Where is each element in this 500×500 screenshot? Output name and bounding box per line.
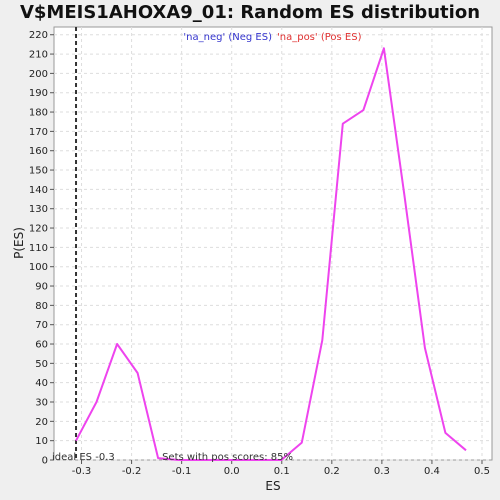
x-tick-label: 0.4 — [424, 466, 440, 477]
series-lines — [75, 47, 467, 461]
x-tick-label: 0.3 — [374, 466, 390, 477]
pos-scores-annotation: Sets with pos scores: 85% — [162, 452, 293, 463]
legend-neg: 'na_neg' (Neg ES) — [183, 32, 272, 43]
x-tick-label: -0.2 — [122, 466, 142, 477]
y-tick-label: 10 — [35, 436, 48, 447]
y-tick-label: 110 — [29, 243, 48, 254]
x-tick-label: 0.0 — [224, 466, 240, 477]
x-tick-label: 0.5 — [474, 466, 490, 477]
y-tick-label: 200 — [29, 69, 48, 80]
grid-lines — [54, 27, 492, 461]
y-tick-label: 220 — [29, 30, 48, 41]
y-tick-label: 30 — [35, 398, 48, 409]
x-axis-ticks: -0.3 -0.2 -0.1 0.0 0.1 0.2 0.3 0.4 0.5 — [72, 460, 490, 477]
y-tick-label: 210 — [29, 50, 48, 61]
y-tick-label: 90 — [35, 282, 48, 293]
y-tick-label: 150 — [29, 166, 48, 177]
x-tick-label: -0.1 — [172, 466, 192, 477]
y-tick-label: 160 — [29, 146, 48, 157]
y-tick-label: 130 — [29, 204, 48, 215]
chart-title: V$MEIS1AHOXA9_01: Random ES distribution — [20, 2, 480, 23]
y-tick-label: 100 — [29, 262, 48, 273]
y-tick-label: 80 — [35, 301, 48, 312]
y-tick-label: 0 — [42, 456, 48, 467]
legend-pos: 'na_pos' (Pos ES) — [277, 32, 362, 43]
y-tick-label: 70 — [35, 320, 48, 331]
x-tick-label: 0.2 — [324, 466, 340, 477]
y-tick-label: 20 — [35, 417, 48, 428]
x-tick-label: -0.3 — [72, 466, 92, 477]
ideal-es-marker: ideal ES -0.3 — [52, 27, 115, 463]
y-tick-label: 120 — [29, 224, 48, 235]
x-axis-label: ES — [265, 479, 280, 493]
es-distribution-line — [75, 47, 467, 461]
y-tick-label: 60 — [35, 340, 48, 351]
y-tick-label: 40 — [35, 378, 48, 389]
y-tick-label: 180 — [29, 108, 48, 119]
plot-area — [53, 26, 493, 461]
y-tick-label: 190 — [29, 88, 48, 99]
y-tick-label: 50 — [35, 359, 48, 370]
y-tick-label: 170 — [29, 127, 48, 138]
y-axis-ticks: 0 10 20 30 40 50 60 70 80 90 100 110 120 130 140 150 160… — [29, 30, 54, 467]
y-tick-label: 140 — [29, 185, 48, 196]
x-tick-label: 0.1 — [274, 466, 290, 477]
ideal-es-label: ideal ES -0.3 — [52, 452, 115, 463]
y-axis-label: P(ES) — [12, 227, 26, 259]
